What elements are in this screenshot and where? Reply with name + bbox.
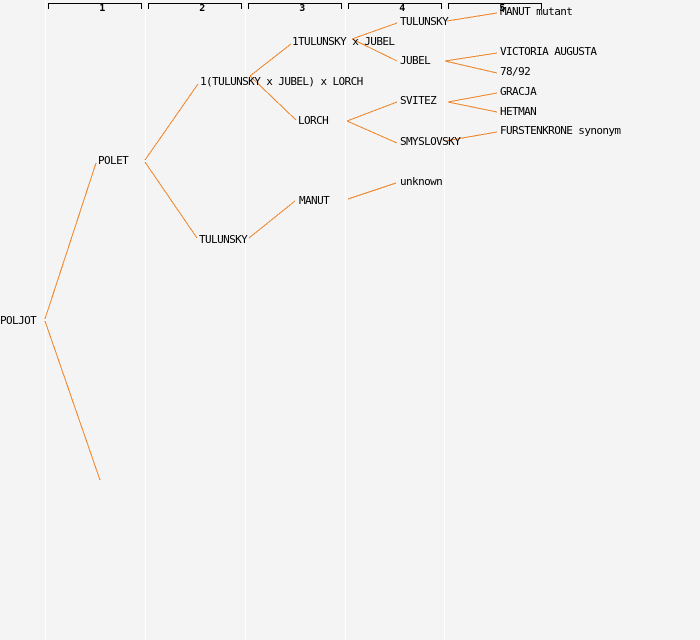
edge-smyslovsky-to-furstenkrone <box>444 131 498 142</box>
edge-cross-tj-to-jubel <box>351 38 398 62</box>
tree-node-label-manut-mutant[interactable]: MANUT mutant <box>500 5 573 18</box>
tree-node-label-cross-tj-lorch[interactable]: 1(TULUNSKY x JUBEL) x LORCH <box>200 75 363 88</box>
tree-node-label-lorch[interactable]: LORCH <box>298 114 329 127</box>
edge-tulunsky-gen4-to-manut-mutant <box>446 12 498 22</box>
edge-tulunsky-gen2-to-manut <box>248 200 296 239</box>
tree-node-label-tulunsky-gen2[interactable]: TULUNSKY <box>199 233 248 246</box>
edge-svitez-to-hetman <box>447 101 498 113</box>
edge-poljot-to-unlabeled-branch <box>44 320 101 481</box>
generation-bracket-2 <box>148 3 242 9</box>
generation-bracket-5 <box>448 3 542 9</box>
edge-svitez-to-gracja <box>447 92 498 103</box>
tree-node-label-tulunsky-gen4[interactable]: TULUNSKY <box>400 15 449 28</box>
tree-node-label-unknown[interactable]: unknown <box>400 175 443 188</box>
tree-node-label-hetman[interactable]: HETMAN <box>500 105 537 118</box>
tree-node-label-gracja[interactable]: GRACJA <box>500 85 537 98</box>
edge-cross-tj-lorch-to-lorch <box>249 75 297 121</box>
edge-manut-to-unknown <box>347 182 397 200</box>
tree-node-label-jubel[interactable]: JUBEL <box>400 54 431 67</box>
edge-lorch-to-svitez <box>346 101 398 122</box>
edge-cross-tj-to-tulunsky-gen4 <box>351 22 398 40</box>
edge-jubel-to-victoria-augusta <box>444 52 498 62</box>
generation-bracket-1 <box>48 3 142 9</box>
tree-node-label-manut[interactable]: MANUT <box>299 194 330 207</box>
tree-node-label-polet[interactable]: POLET <box>98 154 129 167</box>
edge-lorch-to-smyslovsky <box>346 120 398 144</box>
tree-node-label-cross-tj[interactable]: 1TULUNSKY x JUBEL <box>292 35 395 48</box>
edge-polet-to-tulunsky-gen2 <box>144 161 198 239</box>
generation-number-5: 5 <box>499 3 505 14</box>
generation-number-3: 3 <box>299 3 305 14</box>
tree-node-label-78-92[interactable]: 78/92 <box>500 65 531 78</box>
tree-node-label-furstenkrone[interactable]: FURSTENKRONE synonym <box>500 124 621 137</box>
edge-jubel-to-78-92 <box>444 60 498 74</box>
tree-node-label-victoria-augusta[interactable]: VICTORIA AUGUSTA <box>500 45 597 58</box>
generation-number-4: 4 <box>399 3 405 14</box>
tree-node-label-poljot[interactable]: POLJOT <box>0 314 37 327</box>
generation-bracket-4 <box>348 3 442 9</box>
tree-node-label-svitez[interactable]: SVITEZ <box>400 94 437 107</box>
edge-polet-to-cross-tj-lorch <box>144 83 199 161</box>
generation-bracket-3 <box>248 3 342 9</box>
generation-number-2: 2 <box>199 3 205 14</box>
edge-poljot-to-polet <box>44 162 97 320</box>
generation-number-1: 1 <box>99 3 105 14</box>
tree-node-label-smyslovsky[interactable]: SMYSLOVSKY <box>400 135 461 148</box>
edge-cross-tj-lorch-to-cross-tj <box>249 43 292 77</box>
